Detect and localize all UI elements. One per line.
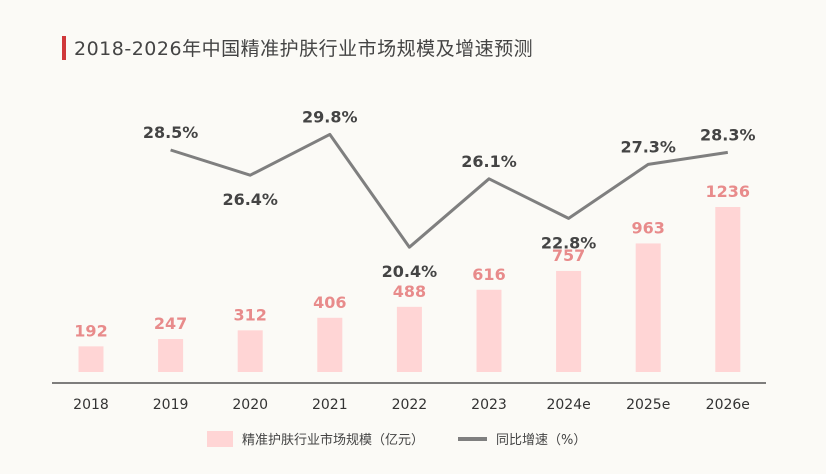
bar-label-2024e: 757 (552, 246, 585, 265)
bar-2023 (476, 289, 502, 372)
growth-label-2024e: 22.8% (541, 233, 597, 252)
x-axis-tick-labels: 2018 2019 2020 2021 2022 2023 2024e 2025e 2026e (73, 397, 750, 413)
growth-label-2021: 29.8% (302, 107, 358, 126)
bar-label-2022: 488 (393, 282, 426, 301)
bar-label-2021: 406 (313, 293, 346, 312)
growth-label-2022: 20.4% (382, 262, 438, 281)
bar-label-2023: 616 (472, 265, 505, 284)
bar-2018 (78, 346, 104, 372)
chart-title: 2018-2026年中国精准护肤行业市场规模及增速预测 (74, 38, 534, 60)
tick-label-2022: 2022 (392, 397, 428, 413)
legend-line-label: 同比增速（%） (496, 433, 586, 448)
legend-bar-label: 精准护肤行业市场规模（亿元） (242, 432, 424, 448)
tick-label-2023: 2023 (471, 397, 507, 413)
bar-value-labels: 192 247 312 406 488 616 757 963 1236 (74, 182, 750, 340)
bar-label-2025e: 963 (631, 218, 664, 237)
bar-label-2019: 247 (154, 314, 187, 333)
tick-label-2025e: 2025e (626, 397, 670, 413)
legend-bar-swatch (207, 431, 233, 447)
bar-2024e (556, 270, 582, 372)
tick-label-2021: 2021 (312, 397, 348, 413)
bar-series (78, 206, 741, 372)
growth-label-2023: 26.1% (461, 152, 517, 171)
tick-label-2020: 2020 (232, 397, 268, 413)
title-accent-bar (62, 36, 66, 60)
growth-label-2019: 28.5% (143, 123, 199, 142)
bar-2021 (317, 317, 343, 372)
bar-2026e (715, 206, 741, 372)
tick-label-2019: 2019 (153, 397, 189, 413)
legend: 精准护肤行业市场规模（亿元） 同比增速（%） (207, 431, 586, 448)
bar-label-2018: 192 (74, 321, 107, 340)
bar-label-2020: 312 (233, 305, 266, 324)
tick-label-2018: 2018 (73, 397, 109, 413)
tick-label-2024e: 2024e (546, 397, 590, 413)
tick-label-2026e: 2026e (706, 397, 750, 413)
growth-line (170, 132, 729, 249)
growth-value-labels: 28.5% 26.4% 29.8% 20.4% 26.1% 22.8% 27.3% 28.3% (143, 107, 756, 281)
growth-label-2026e: 28.3% (700, 125, 756, 144)
bar-2022 (396, 306, 422, 372)
bar-2025e (635, 243, 661, 372)
growth-label-2025e: 27.3% (620, 137, 676, 156)
bar-2019 (158, 339, 184, 372)
bar-2020 (237, 330, 263, 372)
bar-label-2026e: 1236 (706, 182, 751, 201)
growth-label-2020: 26.4% (222, 190, 278, 209)
